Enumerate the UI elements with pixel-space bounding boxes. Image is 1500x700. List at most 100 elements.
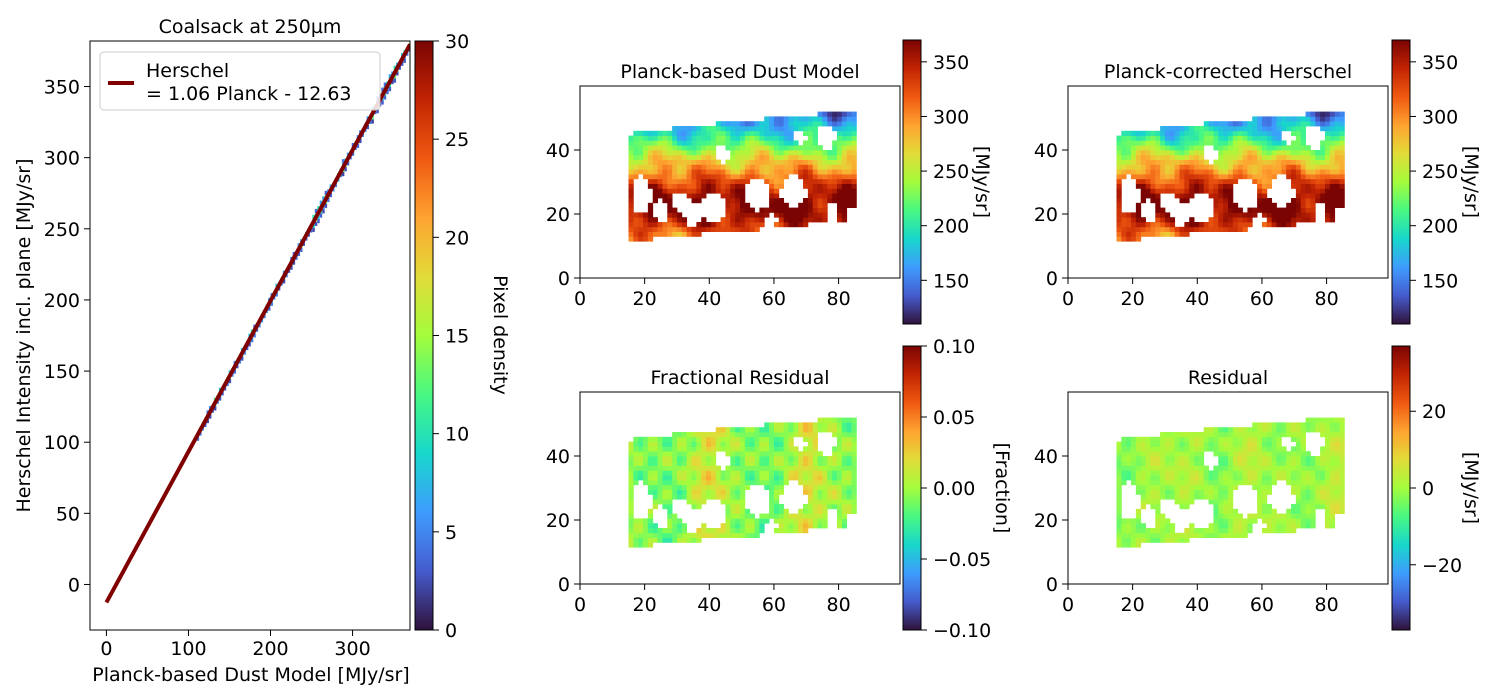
map-pixel — [1169, 183, 1176, 189]
map-pixel — [1334, 484, 1340, 490]
map-pixel — [1145, 231, 1151, 237]
map-pixel — [798, 470, 804, 476]
map-pixel — [1291, 164, 1297, 170]
map-pixel — [1131, 446, 1137, 452]
map-pixel — [1213, 222, 1219, 228]
map-pixel — [1179, 150, 1185, 156]
map-pixel — [807, 126, 814, 132]
map-pixel — [691, 183, 697, 189]
map-pixel — [822, 499, 828, 505]
map-pixel — [1169, 222, 1176, 228]
map-pixel — [647, 537, 654, 543]
map-pixel — [749, 212, 755, 218]
map-pixel — [817, 475, 823, 481]
map-pixel — [1257, 456, 1263, 462]
map-pixel — [807, 130, 814, 136]
map-pixel — [1339, 470, 1345, 476]
map-pixel — [759, 212, 765, 218]
map-pixel — [740, 484, 746, 490]
map-pixel — [807, 207, 814, 213]
map-pixel — [1121, 456, 1127, 462]
map-pixel — [846, 432, 852, 438]
map-pixel — [773, 494, 780, 500]
map-pixel — [1155, 202, 1161, 208]
map-pixel — [1150, 178, 1156, 184]
map-pixel — [1281, 427, 1287, 433]
map-pixel — [725, 188, 731, 194]
map-pixel — [1320, 451, 1326, 457]
map-pixel — [1150, 193, 1156, 199]
map-pixel — [691, 451, 697, 457]
map-pixel — [1291, 145, 1297, 151]
map-pixel — [832, 446, 838, 452]
map-pixel — [701, 154, 707, 160]
map-pixel — [1145, 135, 1151, 141]
map-pixel — [706, 489, 712, 495]
map-pixel — [754, 212, 760, 218]
map-pixel — [812, 451, 818, 457]
map-pixel — [1281, 422, 1287, 428]
map-pixel — [764, 150, 770, 156]
map-pixel — [633, 460, 639, 466]
density-cell — [312, 227, 315, 232]
map-pixel — [754, 436, 760, 442]
map-pixel — [1257, 422, 1263, 428]
map-pixel — [783, 470, 789, 476]
map-pixel — [836, 202, 843, 208]
map-pixel — [672, 456, 678, 462]
map-pixel — [638, 231, 644, 237]
map-pixel — [691, 446, 697, 452]
map-pixel — [759, 446, 765, 452]
map-pixel — [803, 130, 809, 136]
map-pixel — [1121, 460, 1127, 466]
map-pixel — [696, 164, 702, 170]
map-pixel — [1242, 528, 1248, 534]
map-pixel — [1315, 121, 1321, 127]
map-pixel — [1252, 140, 1258, 146]
map-pixel — [686, 499, 692, 505]
map-pixel — [1252, 432, 1258, 438]
map-pixel — [628, 164, 634, 170]
map-pixel — [1228, 207, 1234, 213]
map-pixel — [749, 150, 755, 156]
map-pixel — [1169, 456, 1176, 462]
map-pixel — [672, 130, 678, 136]
map-pixel — [832, 484, 838, 490]
map-pixel — [1135, 484, 1142, 490]
map-pixel — [633, 226, 639, 232]
map-pixel — [1145, 226, 1151, 232]
map-pixel — [764, 130, 770, 136]
map-pixel — [1329, 432, 1336, 438]
map-pixel — [710, 489, 717, 495]
map-pixel — [841, 111, 848, 117]
y-tick-label: 0 — [1046, 268, 1058, 290]
map-pixel — [681, 140, 688, 146]
map-pixel — [706, 188, 712, 194]
map-pixel — [681, 470, 688, 476]
map-pixel — [1150, 130, 1156, 136]
map-pixel — [1291, 523, 1297, 529]
map-pixel — [715, 532, 722, 538]
map-pixel — [1261, 150, 1268, 156]
map-pixel — [1291, 465, 1297, 471]
map-pixel — [730, 436, 736, 442]
map-pixel — [730, 159, 736, 165]
map-pixel — [773, 432, 780, 438]
map-pixel — [1334, 427, 1340, 433]
map-pixel — [1247, 222, 1253, 228]
map-pixel — [1329, 475, 1336, 481]
map-pixel — [749, 518, 755, 524]
map-pixel — [764, 465, 770, 471]
map-pixel — [764, 174, 770, 180]
map-pixel — [1305, 178, 1311, 184]
map-pixel — [1242, 523, 1248, 529]
map-pixel — [1184, 451, 1190, 457]
map-pixel — [652, 178, 658, 184]
map-pixel — [1295, 451, 1302, 457]
map-pixel — [730, 523, 736, 529]
map-pixel — [1131, 460, 1137, 466]
map-pixel — [1291, 446, 1297, 452]
map-pixel — [686, 470, 692, 476]
map-pixel — [1140, 159, 1146, 165]
map-pixel — [652, 489, 658, 495]
